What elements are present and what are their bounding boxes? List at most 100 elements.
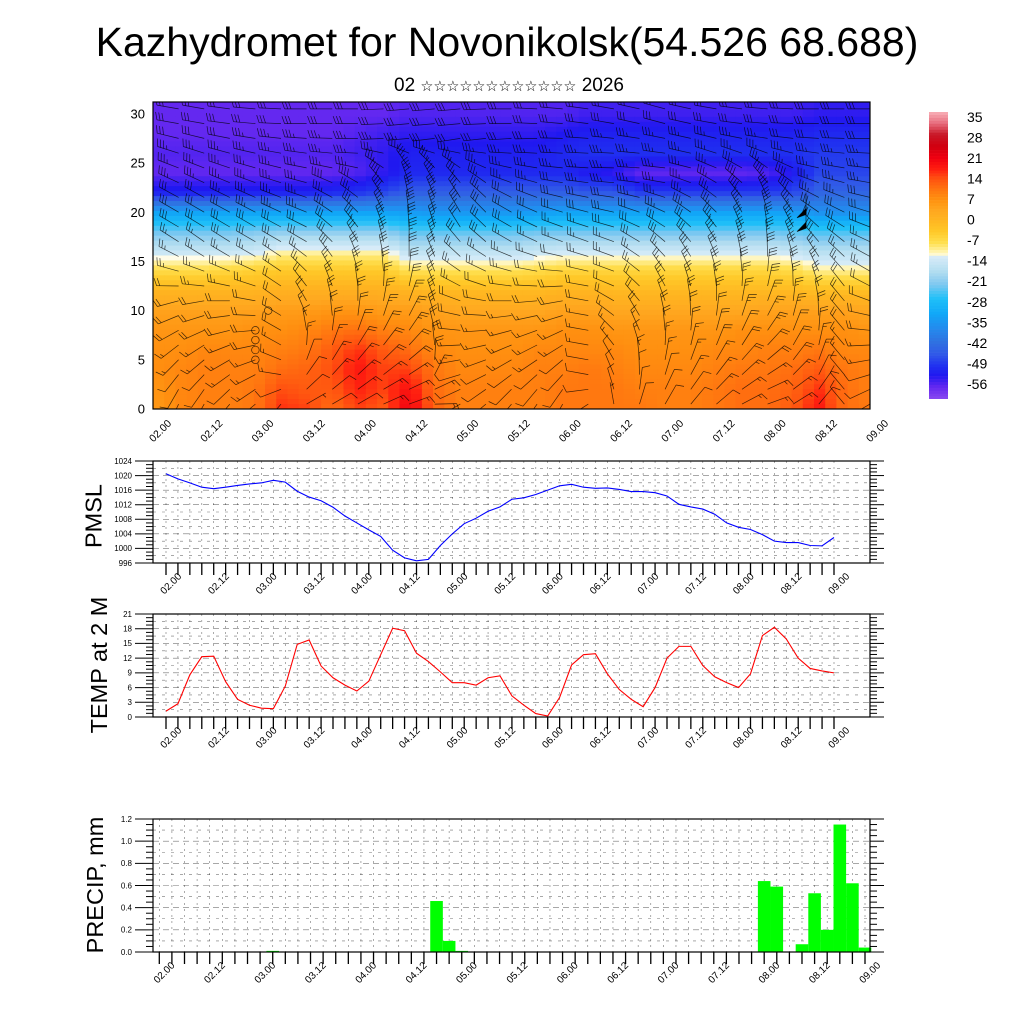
heatmap-cell bbox=[858, 225, 870, 232]
barb-half-feather bbox=[425, 381, 430, 385]
heatmap-cell bbox=[197, 121, 210, 128]
heatmap-cell bbox=[713, 102, 725, 108]
heatmap-cell bbox=[197, 111, 210, 118]
heatmap-cell bbox=[421, 324, 434, 331]
barb-half-feather bbox=[261, 367, 263, 372]
heatmap-cell bbox=[690, 186, 703, 192]
heatmap-cell bbox=[545, 379, 557, 385]
heatmap-cell bbox=[578, 389, 591, 395]
heatmap-cell bbox=[847, 389, 860, 395]
heatmap-cell bbox=[477, 339, 490, 346]
wind-barb bbox=[287, 222, 307, 243]
barb-feather bbox=[232, 324, 238, 333]
heatmap-cell bbox=[500, 349, 512, 356]
heatmap-cell bbox=[421, 270, 434, 276]
heatmap-cell bbox=[309, 225, 322, 232]
heatmap-cell bbox=[231, 354, 244, 360]
barb-staff bbox=[259, 148, 282, 154]
barb-half-feather bbox=[324, 254, 328, 258]
wind-barb bbox=[249, 403, 256, 409]
heatmap-cell bbox=[466, 379, 479, 385]
heatmap-cell bbox=[701, 374, 714, 380]
heatmap-cell bbox=[522, 305, 535, 311]
heatmap-cell bbox=[175, 334, 188, 341]
heatmap-cell bbox=[489, 215, 501, 222]
heatmap-cell bbox=[735, 161, 748, 167]
heatmap-cell bbox=[802, 121, 815, 128]
heatmap-cell bbox=[746, 329, 759, 336]
heatmap-cell bbox=[645, 225, 658, 232]
heatmap-cell bbox=[735, 126, 748, 133]
heatmap-cell bbox=[533, 136, 546, 143]
heatmap-cell bbox=[836, 404, 849, 409]
heatmap-cell bbox=[466, 186, 479, 192]
heatmap-cell bbox=[466, 285, 479, 291]
barb-feather bbox=[369, 326, 378, 329]
heatmap-cell bbox=[757, 394, 770, 400]
heatmap-cell bbox=[511, 344, 524, 351]
heatmap-cell bbox=[399, 121, 412, 128]
heatmap-cell bbox=[321, 404, 333, 409]
barb-staff bbox=[209, 344, 230, 354]
heatmap-cell bbox=[858, 309, 870, 316]
heatmap-cell bbox=[713, 379, 725, 385]
heatmap-cell bbox=[522, 295, 535, 301]
barb-feather bbox=[261, 326, 264, 335]
heatmap-cell bbox=[276, 201, 288, 207]
heatmap-cell bbox=[365, 389, 378, 395]
heatmap-cell bbox=[645, 156, 658, 162]
wind-barb bbox=[331, 306, 343, 331]
heatmap-cell bbox=[220, 339, 232, 346]
heatmap-cell bbox=[578, 260, 591, 266]
heatmap-cell bbox=[713, 285, 725, 291]
heatmap-cell bbox=[589, 369, 602, 375]
heatmap-cell bbox=[309, 295, 322, 301]
heatmap-cell bbox=[242, 161, 255, 167]
barb-staff bbox=[235, 374, 256, 386]
barb-feather bbox=[159, 406, 168, 409]
heatmap-cell bbox=[220, 131, 232, 138]
heatmap-cell bbox=[287, 399, 300, 405]
heatmap-cell bbox=[410, 270, 423, 276]
heatmap-cell bbox=[701, 225, 714, 232]
heatmap-cell bbox=[500, 146, 512, 153]
heatmap-cell bbox=[377, 196, 389, 202]
heatmap-cell bbox=[186, 235, 199, 242]
heatmap-cell bbox=[701, 394, 714, 400]
heatmap-cell bbox=[690, 102, 703, 108]
heatmap-cell bbox=[242, 146, 255, 153]
barb-half-feather bbox=[303, 309, 307, 313]
barb-feather bbox=[184, 125, 187, 134]
heatmap-cell bbox=[847, 309, 860, 316]
wind-barb bbox=[357, 326, 378, 346]
heatmap-cell bbox=[209, 290, 221, 296]
heatmap-cell bbox=[231, 111, 244, 118]
heatmap-cell bbox=[769, 300, 781, 306]
heatmap-cell bbox=[522, 384, 535, 390]
heatmap-cell bbox=[164, 186, 176, 192]
heatmap-cell bbox=[522, 354, 535, 360]
heatmap-cell bbox=[433, 240, 445, 247]
heatmap-cell bbox=[780, 126, 793, 133]
heatmap-cell bbox=[724, 270, 737, 276]
wind-barb bbox=[383, 394, 410, 405]
barb-feather bbox=[238, 255, 240, 264]
heatmap-cell bbox=[332, 379, 344, 385]
heatmap-cell bbox=[556, 102, 569, 108]
heatmap-cell bbox=[713, 230, 725, 237]
heatmap-cell bbox=[186, 210, 199, 217]
heatmap-cell bbox=[847, 265, 860, 271]
heatmap-cell bbox=[601, 215, 613, 222]
heatmap-cell bbox=[746, 384, 759, 390]
barb-staff bbox=[310, 137, 333, 139]
heatmap-cell bbox=[791, 220, 804, 227]
heatmap-cell bbox=[545, 181, 557, 187]
heatmap-cell bbox=[421, 285, 434, 291]
heatmap-cell bbox=[847, 245, 860, 252]
heatmap-cell bbox=[791, 230, 804, 237]
heatmap-cell bbox=[746, 260, 759, 266]
heatmap-cell bbox=[690, 176, 703, 182]
heatmap-cell bbox=[242, 349, 255, 356]
heatmap-cell bbox=[500, 255, 512, 261]
heatmap-cell bbox=[276, 329, 288, 336]
